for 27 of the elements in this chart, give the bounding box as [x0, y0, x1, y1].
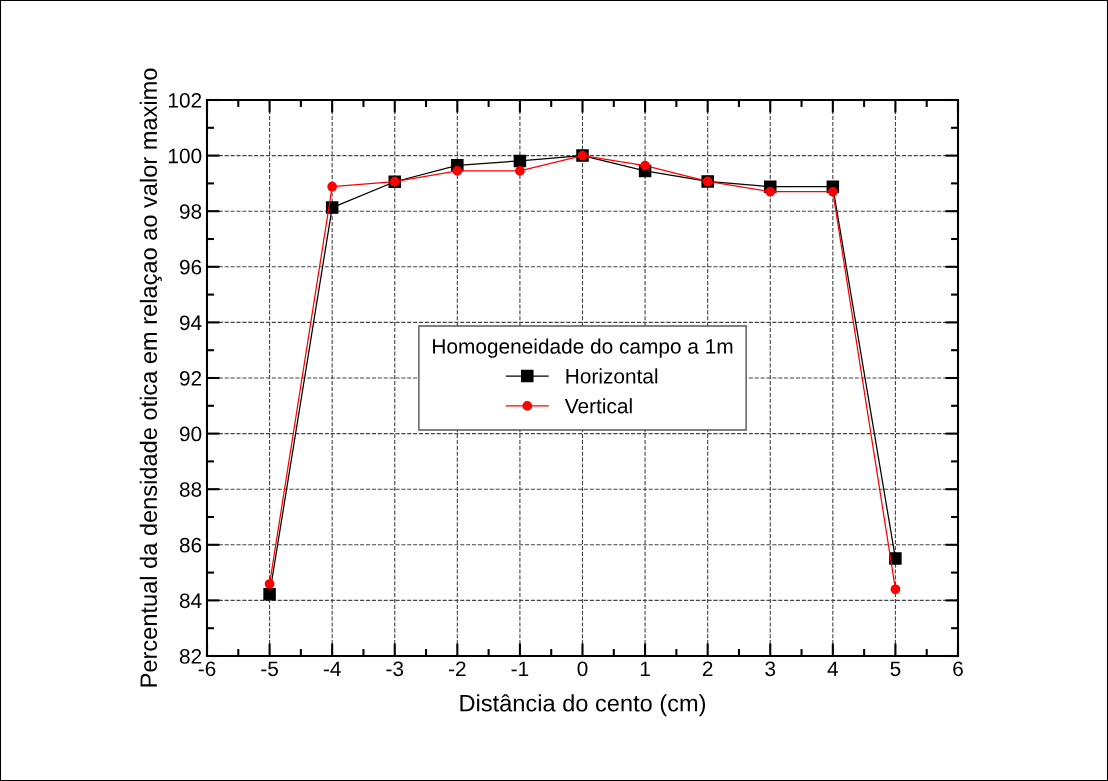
- legend-title: Homogeneidade do campo a 1m: [433, 338, 733, 358]
- y-tick-label: 84: [179, 593, 202, 609]
- x-tick-label: -2: [449, 661, 466, 676]
- y-tick-label: 98: [179, 204, 202, 219]
- x-axis-title: Distância do cento (cm): [460, 694, 706, 717]
- x-tick-label: 0: [577, 661, 588, 677]
- y-tick-label: 96: [179, 259, 202, 275]
- legend-label: Horizontal: [566, 368, 658, 384]
- x-tick-label: -1: [511, 661, 529, 676]
- x-tick-label: -5: [261, 661, 278, 677]
- x-tick-label: 1: [640, 661, 650, 676]
- x-tick-label: 6: [953, 661, 963, 677]
- y-tick-label: 88: [179, 482, 202, 497]
- x-tick-label: -3: [386, 661, 404, 677]
- x-tick-label: 5: [890, 661, 901, 677]
- y-tick-label: 90: [179, 426, 202, 442]
- y-tick-label: 94: [179, 315, 202, 331]
- x-tick-label: 3: [765, 661, 776, 677]
- y-tick-label: 86: [179, 537, 202, 553]
- x-tick-label: -4: [323, 661, 341, 676]
- y-axis-title: Percentual da densidade otica em relaçao ao valor maximo: [139, 68, 162, 687]
- y-tick-label: 100: [168, 148, 202, 164]
- x-tick-label: 2: [702, 661, 713, 676]
- legend-label: Vertical: [564, 398, 632, 414]
- x-tick-label: 4: [827, 661, 839, 676]
- y-tick-label: 102: [168, 93, 202, 108]
- y-tick-label: 92: [179, 371, 202, 386]
